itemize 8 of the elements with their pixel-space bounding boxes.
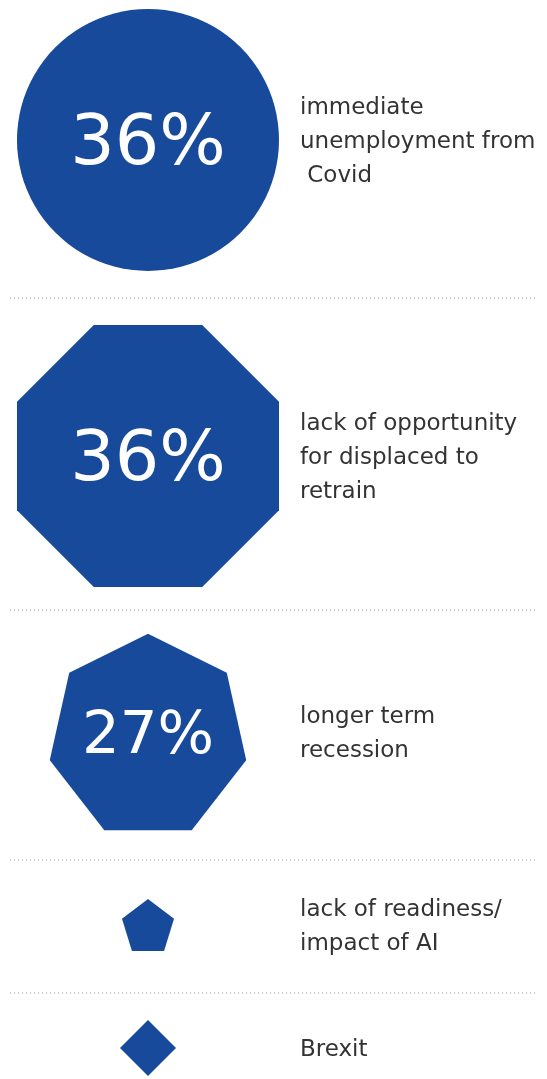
category-label: lack of readiness/ impact of AI [300, 895, 510, 955]
data-label: 27% [81, 697, 215, 767]
data-label: 36% [70, 415, 226, 497]
category-label: immediate unemployment from Covid [300, 93, 536, 187]
data-label: 36% [70, 99, 226, 181]
category-label: longer term recession [300, 702, 443, 762]
category-label: lack of opportunity for displaced to retrain [300, 409, 525, 503]
category-label: Brexit [300, 1035, 368, 1061]
